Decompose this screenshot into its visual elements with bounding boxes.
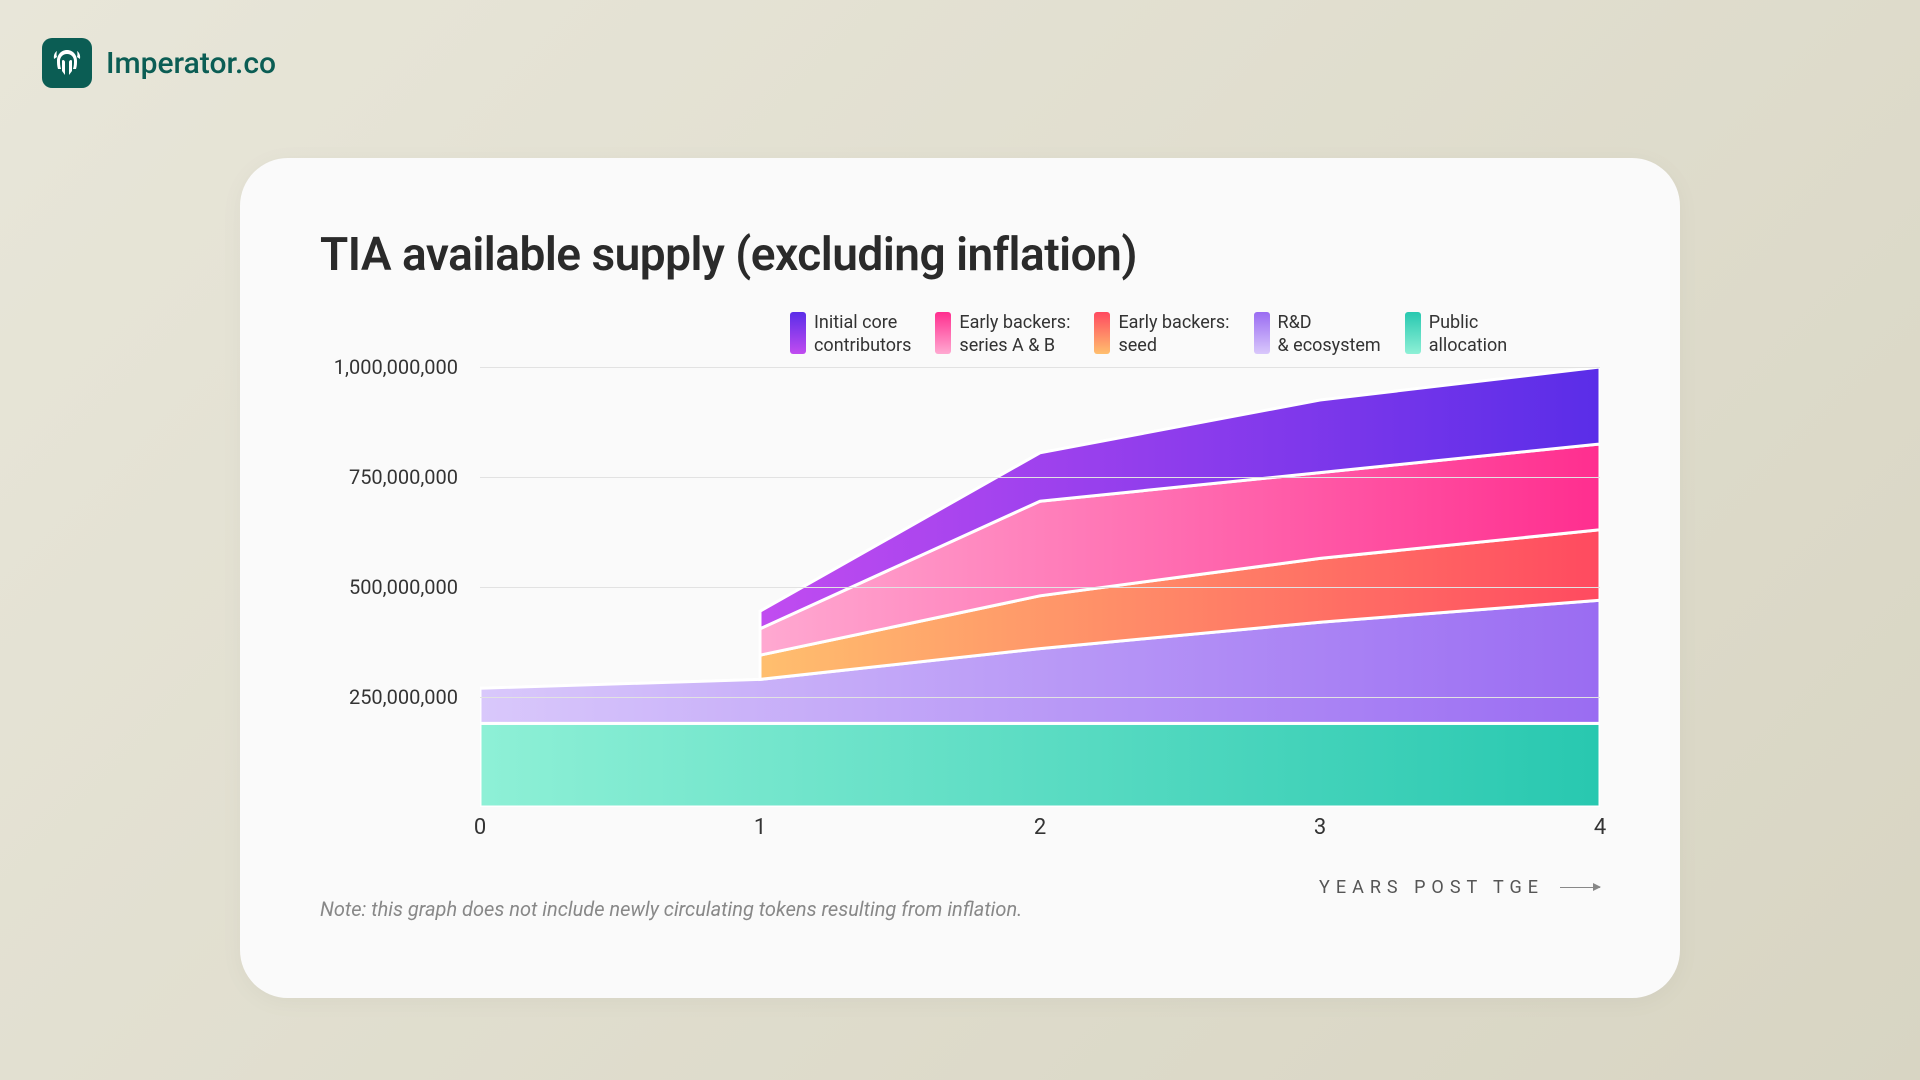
legend-item: Publicallocation xyxy=(1405,312,1508,357)
legend-label: R&D& ecosystem xyxy=(1278,312,1381,357)
y-axis-labels: 250,000,000500,000,000750,000,0001,000,0… xyxy=(320,367,470,847)
chart-note: Note: this graph does not include newly … xyxy=(320,897,1600,921)
gridline xyxy=(480,367,1600,368)
legend-label: Early backers:seed xyxy=(1118,312,1229,357)
arrow-right-icon xyxy=(1560,887,1600,888)
brand-header: Imperator.co xyxy=(42,38,276,88)
y-tick-label: 500,000,000 xyxy=(349,575,458,599)
area-public_allocation xyxy=(480,723,1600,807)
chart-card: TIA available supply (excluding inflatio… xyxy=(240,158,1680,998)
chart-title: TIA available supply (excluding inflatio… xyxy=(320,228,1600,282)
legend-label: Initial corecontributors xyxy=(814,312,911,357)
legend-label: Early backers:series A & B xyxy=(959,312,1070,357)
y-tick-label: 1,000,000,000 xyxy=(334,355,458,379)
spartan-helmet-icon xyxy=(51,47,83,79)
x-tick-label: 3 xyxy=(1314,815,1326,840)
x-axis-title-text: YEARS POST TGE xyxy=(1319,877,1544,898)
x-tick-label: 2 xyxy=(1034,815,1046,840)
x-tick-label: 0 xyxy=(474,815,486,840)
legend-item: Early backers:seed xyxy=(1094,312,1229,357)
x-tick-label: 4 xyxy=(1594,815,1606,840)
legend-label: Publicallocation xyxy=(1429,312,1508,357)
chart-area: 250,000,000500,000,000750,000,0001,000,0… xyxy=(320,367,1600,847)
legend-swatch xyxy=(1094,312,1110,354)
legend-item: Initial corecontributors xyxy=(790,312,911,357)
x-tick-label: 1 xyxy=(754,815,766,840)
legend-swatch xyxy=(1405,312,1421,354)
gridline xyxy=(480,697,1600,698)
y-tick-label: 250,000,000 xyxy=(349,685,458,709)
chart-plot xyxy=(480,367,1600,807)
brand-name: Imperator.co xyxy=(106,46,276,81)
y-tick-label: 750,000,000 xyxy=(349,465,458,489)
legend-item: Early backers:series A & B xyxy=(935,312,1070,357)
legend-swatch xyxy=(790,312,806,354)
legend-swatch xyxy=(935,312,951,354)
gridline xyxy=(480,477,1600,478)
x-axis-labels: 01234 xyxy=(480,807,1600,847)
x-axis-title: YEARS POST TGE xyxy=(1319,877,1600,898)
brand-logo xyxy=(42,38,92,88)
gridline xyxy=(480,587,1600,588)
legend-item: R&D& ecosystem xyxy=(1254,312,1381,357)
chart-legend: Initial corecontributors Early backers:se… xyxy=(790,312,1600,357)
legend-swatch xyxy=(1254,312,1270,354)
